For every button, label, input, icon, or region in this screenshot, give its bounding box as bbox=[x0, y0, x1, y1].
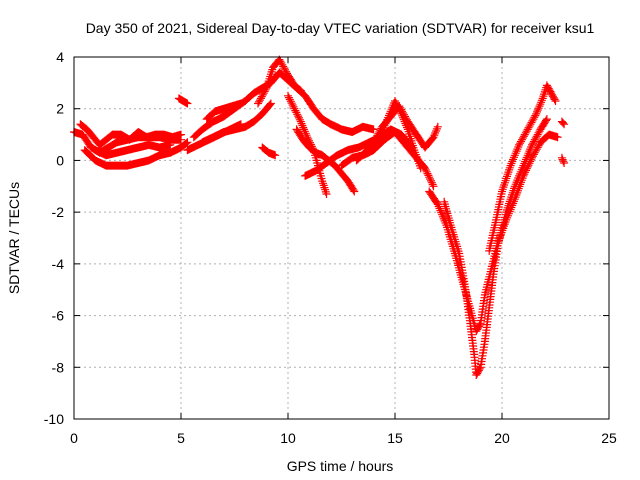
x-tick-label: 10 bbox=[280, 430, 296, 446]
plus-markers bbox=[258, 143, 280, 160]
plus-markers bbox=[80, 138, 192, 170]
plus-markers bbox=[440, 115, 551, 379]
x-tick-label: 25 bbox=[601, 430, 617, 446]
plus-markers bbox=[76, 120, 185, 149]
plus-markers bbox=[174, 94, 192, 108]
y-tick-label: -4 bbox=[52, 256, 65, 272]
plus-markers bbox=[557, 153, 569, 167]
grid-lines bbox=[74, 57, 609, 419]
data-track bbox=[258, 143, 280, 160]
y-tick-label: 0 bbox=[56, 152, 64, 168]
plus-markers bbox=[198, 99, 275, 147]
plus-markers bbox=[241, 68, 378, 136]
y-tick-label: -8 bbox=[52, 359, 65, 375]
y-tick-label: -10 bbox=[44, 411, 64, 427]
chart-title: Day 350 of 2021, Sidereal Day-to-day VTE… bbox=[86, 20, 595, 36]
x-axis-label: GPS time / hours bbox=[287, 458, 394, 474]
data-track bbox=[254, 55, 305, 108]
plus-markers bbox=[557, 117, 569, 129]
y-tick-label: 4 bbox=[56, 49, 64, 65]
plus-markers bbox=[369, 102, 442, 152]
plus-markers bbox=[485, 81, 560, 255]
data-track bbox=[76, 120, 185, 149]
data-track bbox=[557, 153, 569, 167]
y-tick-label: -2 bbox=[52, 204, 65, 220]
plus-markers bbox=[254, 55, 305, 108]
data-track bbox=[241, 68, 378, 136]
data-track bbox=[369, 102, 442, 152]
data-track bbox=[485, 81, 560, 255]
data-track bbox=[80, 138, 192, 170]
data-track bbox=[91, 140, 175, 160]
y-tick-label: 2 bbox=[56, 101, 64, 117]
y-tick-label: -6 bbox=[52, 308, 65, 324]
plot-area bbox=[70, 55, 569, 379]
data-track bbox=[440, 115, 551, 379]
x-tick-label: 0 bbox=[70, 430, 78, 446]
plot-frame bbox=[73, 56, 610, 420]
plus-markers bbox=[202, 99, 245, 124]
x-tick-label: 5 bbox=[177, 430, 185, 446]
data-track bbox=[198, 99, 275, 147]
data-track bbox=[202, 99, 245, 124]
plus-markers bbox=[91, 140, 175, 160]
x-tick-label: 20 bbox=[494, 430, 510, 446]
data-track bbox=[557, 117, 569, 129]
y-axis-label: SDTVAR / TECUs bbox=[6, 182, 22, 294]
x-tick-label: 15 bbox=[387, 430, 403, 446]
data-track bbox=[174, 94, 192, 108]
